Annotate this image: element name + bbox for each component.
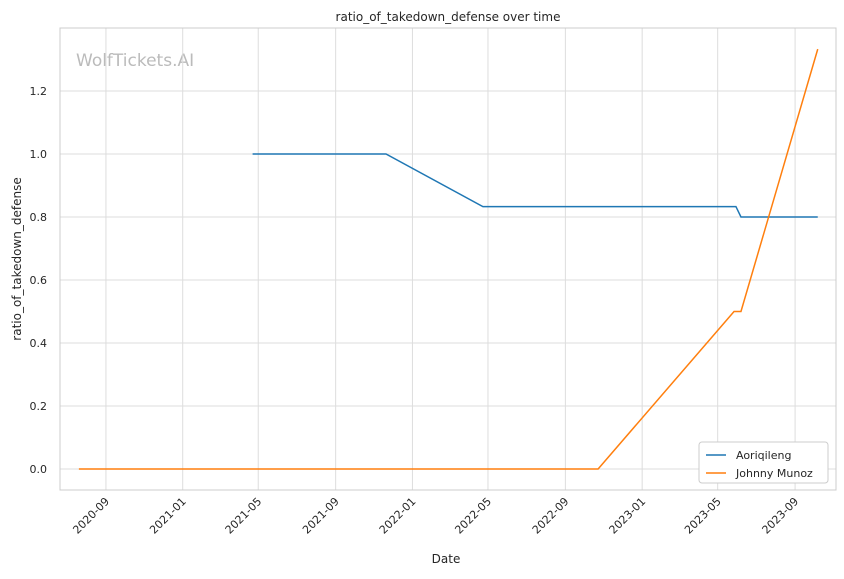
y-tick-label: 0.2	[30, 400, 48, 413]
watermark: WolfTickets.AI	[76, 51, 194, 71]
y-tick-label: 1.2	[30, 85, 48, 98]
x-tick-label: 2022-05	[452, 495, 494, 537]
y-axis-label: ratio_of_takedown_defense	[10, 177, 24, 340]
x-tick-label: 2023-09	[760, 495, 802, 537]
x-tick-label: 2022-01	[377, 495, 419, 537]
x-tick-label: 2023-05	[682, 495, 724, 537]
x-axis-label: Date	[432, 552, 461, 566]
legend-label: Johnny Munoz	[735, 467, 813, 480]
legend: Aoriqileng Johnny Munoz	[698, 441, 829, 484]
legend-label: Aoriqileng	[736, 449, 791, 462]
x-tick-label: 2021-01	[147, 495, 189, 537]
y-tick-label: 1.0	[30, 148, 48, 161]
legend-box	[698, 441, 829, 484]
x-tick-label: 2020-09	[70, 495, 112, 537]
y-tick-label: 0.6	[30, 274, 48, 287]
series-line-johnny-munoz	[78, 48, 819, 470]
x-tick-label: 2021-09	[300, 495, 342, 537]
x-tick-label: 2023-01	[607, 495, 649, 537]
series-line-aoriqileng	[252, 153, 818, 218]
chart-title: ratio_of_takedown_defense over time	[336, 10, 561, 24]
y-tick-label: 0.8	[30, 211, 48, 224]
x-tick-label: 2022-09	[530, 495, 572, 537]
y-tick-label: 0.4	[30, 337, 48, 350]
plot-frame	[59, 27, 837, 491]
y-tick-label: 0.0	[30, 463, 48, 476]
x-tick-label: 2021-05	[223, 495, 265, 537]
